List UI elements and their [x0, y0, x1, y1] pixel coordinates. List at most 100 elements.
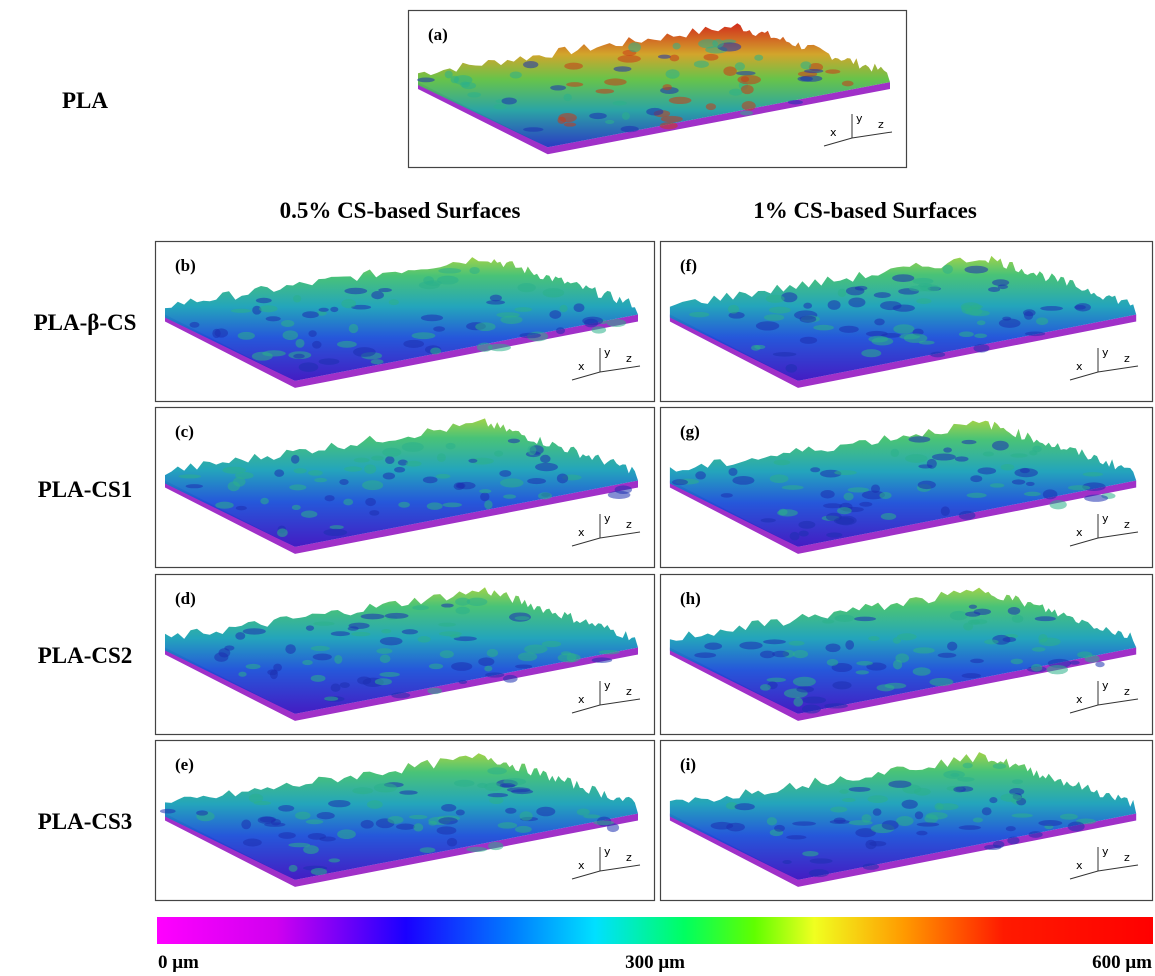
surface-texture	[896, 633, 917, 641]
surface-texture	[612, 100, 627, 106]
surface-texture	[1005, 826, 1016, 832]
panel-label: (h)	[680, 589, 701, 608]
surface-texture	[943, 447, 952, 453]
surface-texture	[867, 795, 888, 803]
surface-texture	[379, 637, 403, 646]
surface-texture	[895, 653, 910, 663]
surface-texture	[396, 823, 416, 830]
surface-texture	[583, 814, 601, 819]
surface-texture	[344, 466, 363, 472]
surface-texture	[1007, 836, 1020, 845]
surface-texture	[378, 288, 392, 293]
surface-texture	[391, 692, 411, 699]
surface-texture	[476, 342, 493, 352]
surface-texture	[837, 288, 847, 298]
surface-texture	[1046, 665, 1069, 675]
axis-label: y	[1102, 845, 1109, 858]
surface-texture	[1002, 637, 1017, 643]
surface-texture	[940, 506, 950, 517]
surface-texture	[455, 809, 465, 816]
surface-texture	[847, 487, 870, 493]
surface-texture	[384, 612, 409, 619]
surface-texture	[453, 482, 465, 491]
surface-texture	[992, 763, 1007, 769]
surface-texture	[436, 453, 446, 462]
surface-texture	[435, 473, 451, 479]
row-label: PLA-CS3	[38, 809, 133, 834]
surface-texture	[517, 652, 538, 662]
axis-line	[571, 704, 601, 714]
surface-texture	[901, 799, 918, 809]
surface-texture	[453, 779, 475, 787]
axis-label: x	[578, 693, 585, 706]
surface-texture	[646, 107, 664, 116]
panel-label: (c)	[175, 422, 194, 441]
surface-texture	[371, 290, 384, 300]
surface-texture	[595, 88, 615, 94]
surface-texture	[728, 467, 738, 476]
surface-texture	[591, 326, 607, 334]
surface-texture	[947, 641, 958, 651]
surface-texture	[937, 652, 957, 658]
surface-texture	[798, 530, 809, 537]
surface-texture	[555, 327, 566, 335]
surface-texture	[598, 650, 620, 655]
surface-texture	[428, 663, 444, 670]
panel: (e) y x z	[154, 739, 656, 902]
surface-texture	[1034, 616, 1056, 622]
surface-texture	[800, 61, 812, 70]
surface-texture	[768, 306, 791, 314]
surface-texture	[360, 613, 385, 620]
surface-texture	[484, 665, 493, 672]
row-label: PLA	[62, 88, 108, 113]
surface-texture	[772, 650, 790, 658]
surface-texture	[427, 687, 442, 695]
surface-texture	[486, 300, 506, 305]
panel-label: (a)	[428, 25, 448, 44]
surface-texture	[514, 616, 530, 621]
surface-texture	[523, 60, 539, 69]
surface-texture	[669, 54, 680, 62]
surface-texture	[903, 333, 928, 343]
axis-label: z	[626, 851, 632, 864]
surface-texture	[1025, 481, 1035, 486]
surface-texture	[312, 653, 332, 661]
surface-texture	[442, 502, 462, 508]
surface-texture	[196, 810, 209, 816]
surface-texture	[778, 508, 788, 516]
surface-top	[669, 255, 1137, 381]
surface-texture	[739, 641, 763, 650]
axis-label: z	[1124, 685, 1130, 698]
surface-texture	[352, 787, 374, 795]
surface-texture	[963, 622, 974, 631]
surface-texture	[739, 110, 754, 116]
surface-texture	[212, 328, 221, 339]
surface-texture	[487, 792, 509, 798]
surface-texture	[277, 528, 288, 538]
surface-texture	[839, 325, 859, 333]
surface-texture	[888, 780, 912, 788]
surface-texture	[403, 339, 425, 348]
surface-texture	[958, 331, 974, 338]
surface-texture	[557, 116, 566, 124]
surface-texture	[729, 88, 743, 96]
scale-label: 0 μm	[158, 952, 199, 973]
surface-texture	[988, 287, 1001, 292]
panel: (f) y x z	[659, 240, 1154, 403]
axis-line	[1097, 365, 1139, 373]
surface-texture	[245, 663, 261, 670]
surface-texture	[502, 674, 518, 683]
surface-texture	[659, 122, 678, 130]
surface-texture	[824, 703, 848, 709]
surface-texture	[657, 54, 672, 59]
surface-texture	[1031, 647, 1046, 652]
surface-texture	[310, 645, 330, 651]
surface-texture	[369, 510, 380, 516]
axis-label: x	[1076, 360, 1083, 373]
surface-texture	[293, 353, 305, 359]
surface-texture	[1011, 779, 1024, 785]
surface-texture	[843, 492, 854, 501]
surface-texture	[469, 266, 480, 275]
surface-texture	[259, 305, 278, 313]
surface-texture	[505, 807, 517, 814]
